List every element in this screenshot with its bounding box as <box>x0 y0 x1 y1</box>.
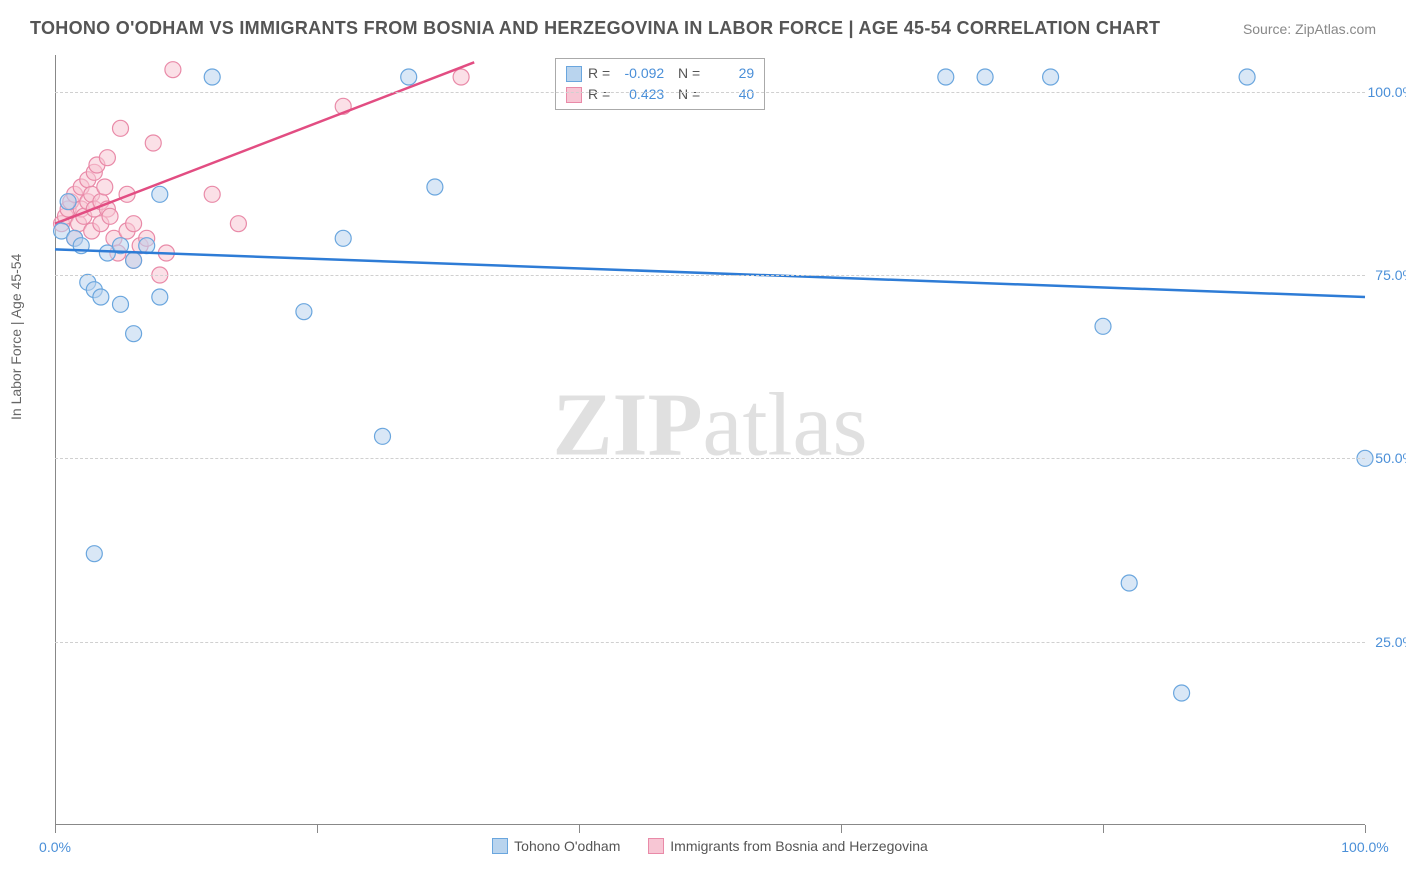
data-point-pink <box>102 208 118 224</box>
x-tick <box>579 825 580 833</box>
chart-source: Source: ZipAtlas.com <box>1243 21 1376 37</box>
data-point-blue <box>60 194 76 210</box>
legend-label-blue: Tohono O'odham <box>514 838 620 854</box>
data-point-blue <box>427 179 443 195</box>
y-tick-label: 25.0% <box>1355 634 1406 650</box>
legend-r-label: R = <box>588 84 610 105</box>
swatch-pink <box>648 838 664 854</box>
chart-plot-area: ZIPatlas R = -0.092 N = 29 R = 0.423 N =… <box>55 55 1365 825</box>
x-tick-label: 100.0% <box>1341 839 1388 855</box>
chart-header: TOHONO O'ODHAM VS IMMIGRANTS FROM BOSNIA… <box>30 18 1376 39</box>
y-axis-label: In Labor Force | Age 45-54 <box>8 254 24 420</box>
data-point-blue <box>1121 575 1137 591</box>
data-point-blue <box>1239 69 1255 85</box>
y-tick-label: 50.0% <box>1355 450 1406 466</box>
legend-n-label: N = <box>670 84 700 105</box>
legend-n-blue: 29 <box>706 63 754 84</box>
data-point-blue <box>126 252 142 268</box>
data-point-blue <box>113 296 129 312</box>
grid-line <box>55 458 1365 459</box>
data-point-blue <box>86 546 102 562</box>
data-point-blue <box>126 326 142 342</box>
data-point-blue <box>296 304 312 320</box>
data-point-blue <box>1174 685 1190 701</box>
x-tick-label: 0.0% <box>39 839 71 855</box>
legend-item-pink: Immigrants from Bosnia and Herzegovina <box>648 838 928 854</box>
trend-line-blue <box>55 249 1365 297</box>
swatch-blue <box>566 66 582 82</box>
x-tick <box>55 825 56 833</box>
trend-line-pink <box>55 62 474 223</box>
x-tick <box>1365 825 1366 833</box>
data-point-pink <box>113 120 129 136</box>
data-point-blue <box>152 289 168 305</box>
grid-line <box>55 92 1365 93</box>
data-point-blue <box>375 428 391 444</box>
y-tick-label: 100.0% <box>1355 84 1406 100</box>
data-point-blue <box>335 230 351 246</box>
legend-row-pink: R = 0.423 N = 40 <box>566 84 754 105</box>
data-point-pink <box>230 216 246 232</box>
swatch-pink <box>566 87 582 103</box>
data-point-blue <box>1043 69 1059 85</box>
legend-r-label: R = <box>588 63 610 84</box>
legend-r-pink: 0.423 <box>616 84 664 105</box>
data-point-blue <box>1095 318 1111 334</box>
x-tick <box>317 825 318 833</box>
legend-row-blue: R = -0.092 N = 29 <box>566 63 754 84</box>
correlation-legend: R = -0.092 N = 29 R = 0.423 N = 40 <box>555 58 765 110</box>
legend-n-pink: 40 <box>706 84 754 105</box>
chart-title: TOHONO O'ODHAM VS IMMIGRANTS FROM BOSNIA… <box>30 18 1160 39</box>
data-point-pink <box>97 179 113 195</box>
scatter-svg <box>55 55 1365 825</box>
swatch-blue <box>492 838 508 854</box>
legend-item-blue: Tohono O'odham <box>492 838 620 854</box>
legend-label-pink: Immigrants from Bosnia and Herzegovina <box>670 838 928 854</box>
x-tick <box>1103 825 1104 833</box>
data-point-pink <box>99 150 115 166</box>
grid-line <box>55 642 1365 643</box>
x-tick <box>841 825 842 833</box>
data-point-pink <box>453 69 469 85</box>
data-point-blue <box>938 69 954 85</box>
series-legend: Tohono O'odham Immigrants from Bosnia an… <box>55 838 1365 857</box>
data-point-pink <box>126 216 142 232</box>
legend-n-label: N = <box>670 63 700 84</box>
data-point-blue <box>977 69 993 85</box>
data-point-pink <box>204 186 220 202</box>
grid-line <box>55 275 1365 276</box>
data-point-blue <box>204 69 220 85</box>
data-point-blue <box>152 186 168 202</box>
legend-r-blue: -0.092 <box>616 63 664 84</box>
data-point-blue <box>401 69 417 85</box>
data-point-pink <box>145 135 161 151</box>
y-tick-label: 75.0% <box>1355 267 1406 283</box>
data-point-pink <box>165 62 181 78</box>
data-point-blue <box>93 289 109 305</box>
